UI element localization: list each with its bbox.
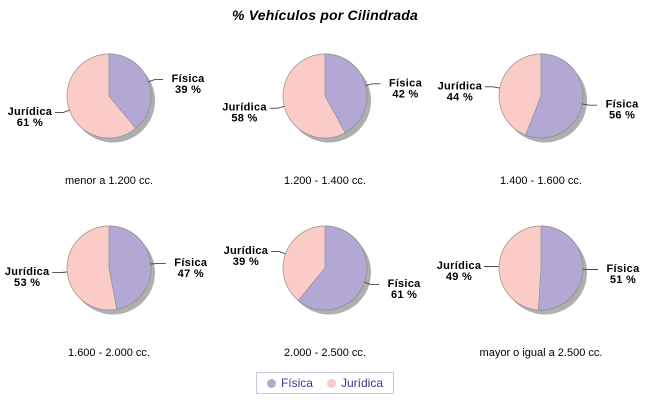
slice-value: 58 %: [231, 113, 257, 125]
pie-chart-cell-5: Física 51 % Jurídica 49 % mayor o igual a 2.…: [433, 197, 649, 369]
legend: Física Jurídica: [0, 372, 650, 394]
label-leader-line: [150, 262, 166, 265]
pie-chart-cell-4: Física 61 % Jurídica 39 % 2.000 - 2.500 cc.: [217, 197, 433, 369]
pie-chart-cell-3: Física 47 % Jurídica 53 % 1.600 - 2.000 cc.: [1, 197, 217, 369]
pie-caption-3: 1.600 - 2.000 cc.: [68, 347, 150, 359]
label-leader-line: [270, 250, 286, 255]
pie-caption-2: 1.400 - 1.600 cc.: [500, 175, 582, 187]
pie-slice-fisica: [324, 53, 368, 134]
pie-slice-fisica: [538, 225, 584, 311]
pie-slice-fisica: [108, 225, 152, 310]
chart-canvas: % Vehículos por Cilindrada Física 39 % Jur…: [0, 7, 650, 400]
pie-chart-cell-0: Física 39 % Jurídica 61 % menor a 1.200 cc.: [1, 25, 217, 197]
pie-chart-cell-1: Física 42 % Jurídica 58 % 1.200 - 1.400 cc.: [217, 25, 433, 197]
pie-grid: Física 39 % Jurídica 61 % menor a 1.200 cc. F…: [0, 25, 650, 369]
label-leader-line: [365, 83, 381, 87]
slice-value: 47 %: [178, 268, 204, 280]
chart-title: % Vehículos por Cilindrada: [232, 7, 418, 23]
slice-label: Física: [388, 278, 422, 290]
label-leader-line: [54, 109, 70, 114]
slice-value: 39 %: [175, 84, 201, 96]
slice-label: Jurídica: [222, 102, 267, 114]
slice-value: 49 %: [446, 271, 472, 283]
legend-item-fsica: Física: [266, 376, 313, 390]
pie-chart-cell-2: Física 56 % Jurídica 44 % 1.400 - 1.600 cc.: [433, 25, 649, 197]
slice-value: 51 %: [610, 274, 636, 286]
legend-label: Jurídica: [340, 376, 384, 390]
slice-label: Física: [174, 257, 208, 269]
pie-caption-1: 1.200 - 1.400 cc.: [284, 175, 366, 187]
legend-swatch: [266, 378, 276, 388]
legend-box: Física Jurídica: [255, 372, 395, 394]
pie-caption-0: menor a 1.200 cc.: [64, 175, 154, 187]
legend-swatch: [326, 378, 336, 388]
label-leader-line: [484, 86, 500, 89]
slice-value: 44 %: [447, 91, 473, 103]
slice-value: 56 %: [609, 110, 635, 122]
pie-slice-fisica: [525, 53, 584, 139]
slice-label: Física: [607, 263, 641, 275]
slice-value: 53 %: [14, 277, 40, 289]
slice-value: 61 %: [17, 117, 43, 129]
slice-value: 42 %: [392, 88, 418, 100]
label-leader-line: [148, 78, 164, 83]
pie-caption-4: 2.000 - 2.500 cc.: [284, 347, 366, 359]
slice-label: Jurídica: [224, 245, 269, 257]
slice-value: 39 %: [233, 256, 259, 268]
slice-value: 61 %: [391, 289, 417, 301]
legend-label: Física: [280, 376, 313, 390]
label-leader-line: [364, 281, 380, 286]
slice-label: Jurídica: [438, 80, 483, 92]
slice-label: Jurídica: [8, 106, 53, 118]
slice-label: Jurídica: [5, 266, 50, 278]
slice-label: Física: [389, 77, 423, 89]
label-leader-line: [269, 105, 285, 109]
legend-item-jurdica: Jurídica: [326, 376, 384, 390]
slice-label: Jurídica: [437, 260, 482, 272]
label-leader-line: [582, 103, 598, 106]
label-leader-line: [52, 271, 68, 274]
slice-label: Física: [606, 99, 640, 111]
slice-label: Física: [172, 73, 206, 85]
pie-caption-5: mayor o igual a 2.500 cc.: [479, 347, 603, 359]
